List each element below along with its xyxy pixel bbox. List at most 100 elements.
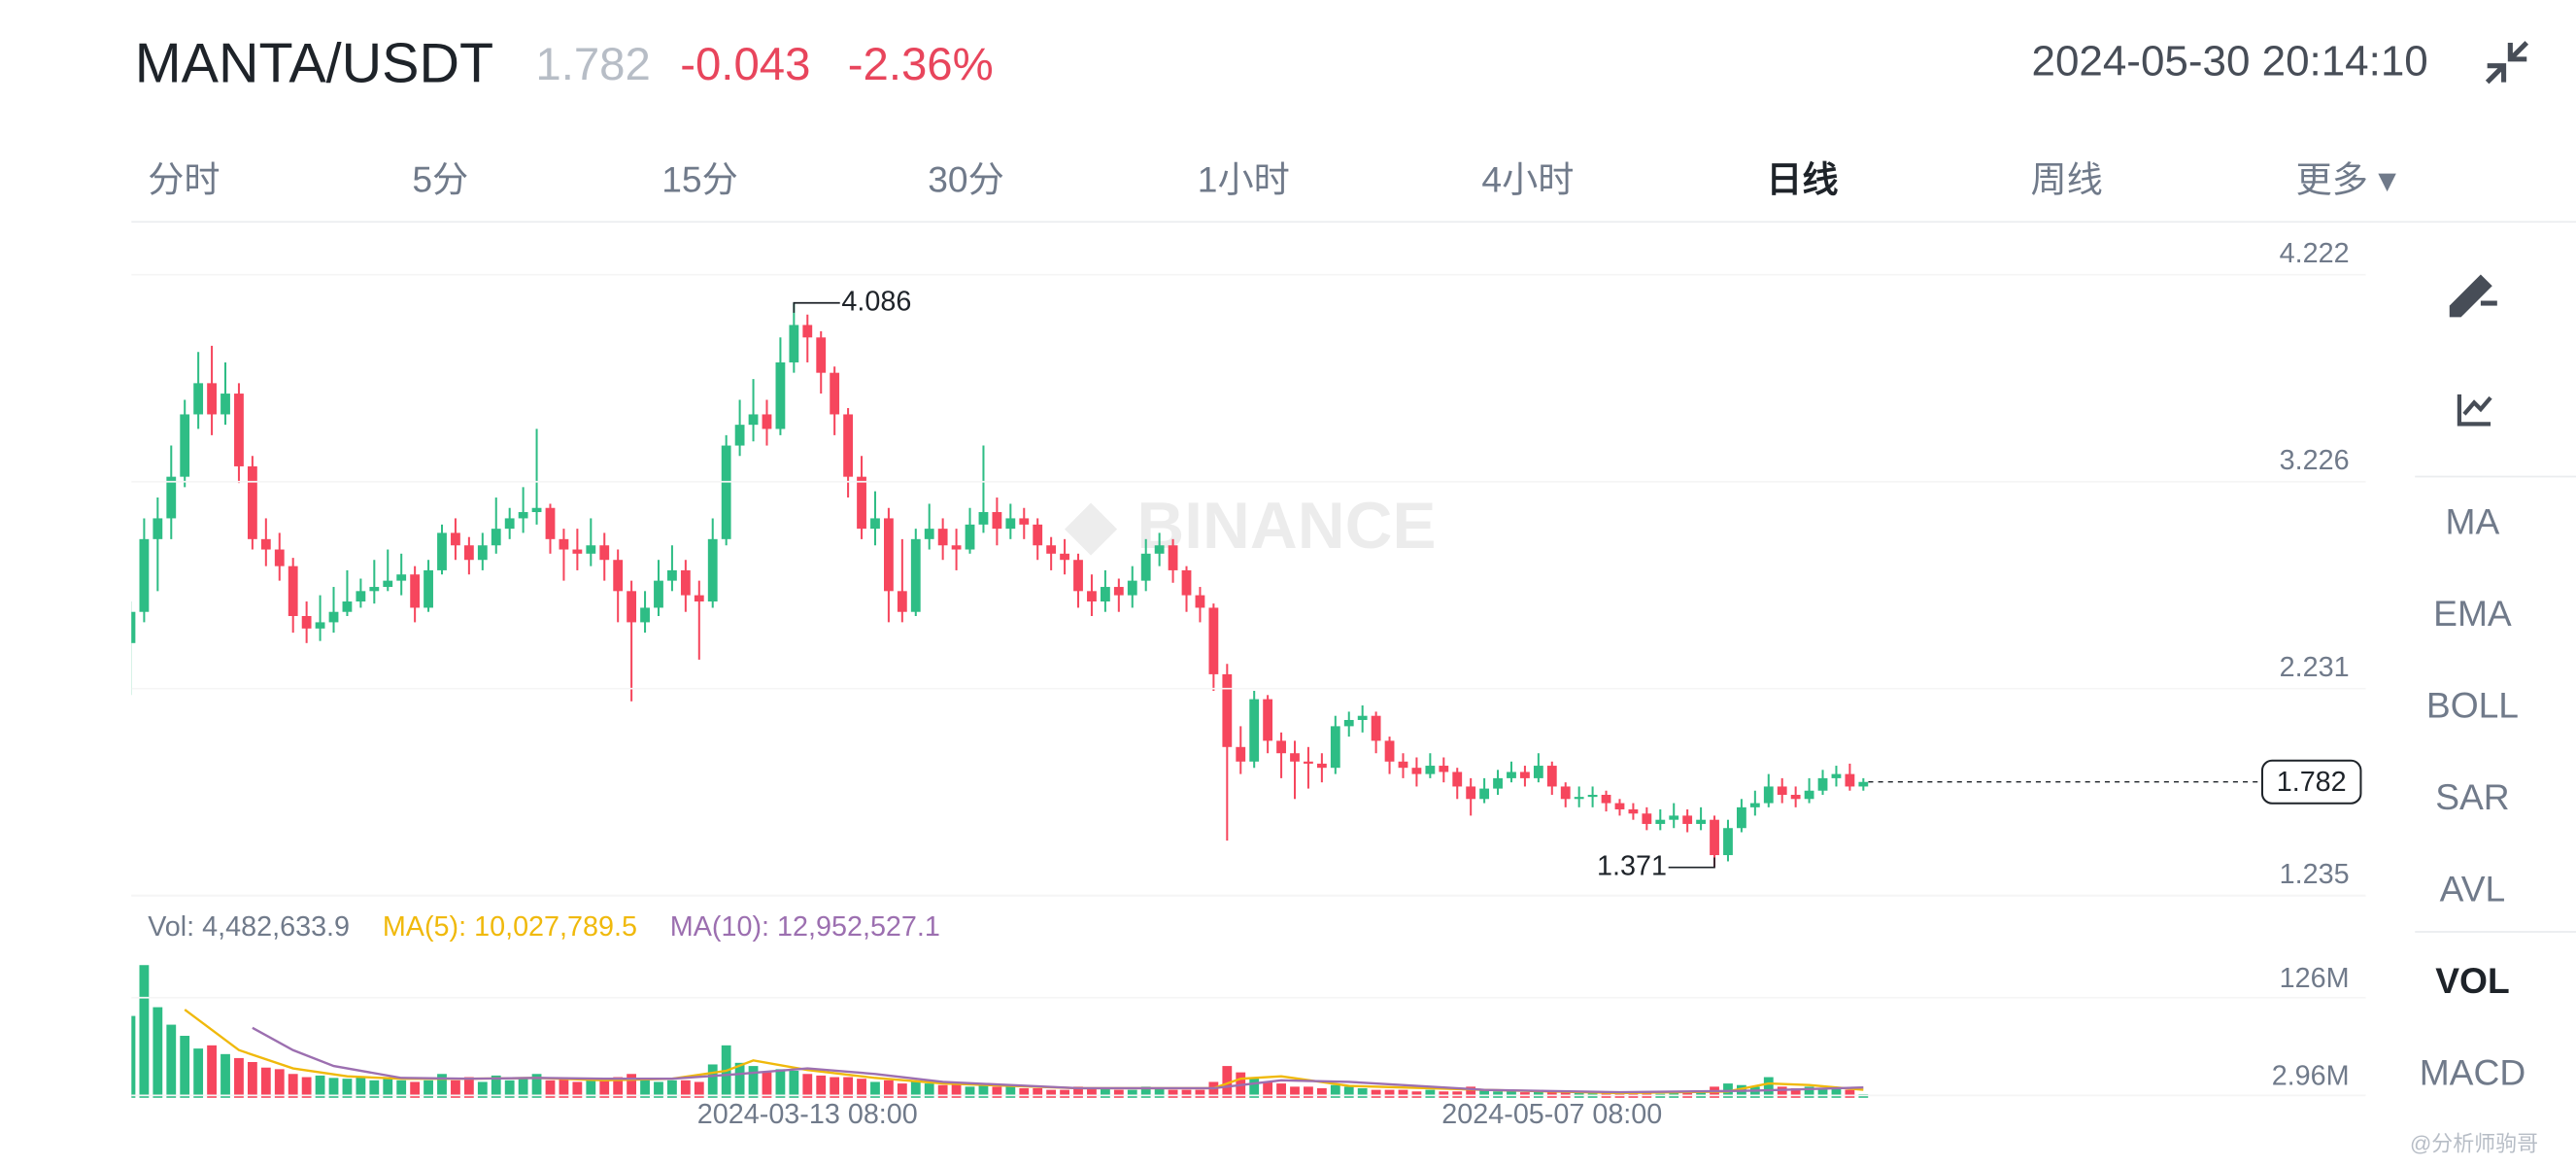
candle-body [1507, 772, 1516, 778]
volume-bar [1371, 1089, 1381, 1098]
candle-body [234, 394, 244, 466]
volume-bar [1304, 1086, 1313, 1098]
volume-bar [1560, 1091, 1571, 1098]
timeframe-tab[interactable]: 30分 [928, 159, 1004, 200]
volume-bar [978, 1084, 989, 1098]
indicator-tab[interactable]: AVL [2440, 869, 2506, 909]
candle-body [599, 545, 610, 561]
timeframe-tab[interactable]: 日线 [1766, 159, 1838, 200]
indicator-tab[interactable]: BOLL [2426, 684, 2519, 725]
timeframe-tab[interactable]: 4小时 [1481, 159, 1574, 200]
indicator-tool[interactable] [2457, 394, 2492, 427]
candle-body [1100, 587, 1110, 602]
volume-bar [1398, 1089, 1408, 1098]
candle-body [1587, 795, 1598, 798]
candle-body [1087, 591, 1097, 602]
candle-body [180, 414, 190, 477]
candle-body [1249, 699, 1260, 762]
volume-bar [396, 1080, 407, 1098]
candle-body [1398, 761, 1408, 769]
volume-bar [342, 1079, 353, 1098]
candle-body [1682, 815, 1693, 824]
volume-bar [802, 1074, 813, 1098]
volume-bar [1466, 1086, 1476, 1098]
candle-body [1439, 766, 1449, 772]
candle-body [748, 414, 759, 426]
timeframe-tab[interactable]: 1小时 [1198, 159, 1290, 200]
candle-body [884, 518, 894, 592]
volume-bar [1073, 1086, 1083, 1098]
candle-body [680, 569, 691, 596]
volume-bar [1493, 1091, 1503, 1098]
timeframe-tab[interactable]: 更多 ▾ [2296, 159, 2397, 200]
candle-body [342, 601, 353, 612]
volume-bar [789, 1071, 799, 1098]
collapse-button[interactable] [2485, 41, 2529, 85]
timeframe-tab[interactable]: 15分 [661, 159, 738, 200]
volume-bar [451, 1080, 460, 1098]
volume-bar [572, 1081, 583, 1098]
volume-bar [910, 1081, 921, 1098]
candle-body [1601, 795, 1611, 804]
volume-bar [166, 1024, 177, 1098]
timeframe-tab[interactable]: 周线 [2030, 159, 2102, 200]
candle-body [721, 445, 731, 539]
candle-body [1060, 553, 1069, 561]
volume-bar [937, 1084, 948, 1098]
volume-bar [369, 1080, 380, 1098]
candle-body [1357, 715, 1368, 720]
volume-bar [1100, 1087, 1110, 1098]
volume-bar [1168, 1089, 1178, 1098]
volume-bar [1181, 1089, 1192, 1098]
volume-bar [734, 1062, 745, 1098]
candle-body [937, 529, 948, 546]
candle-body [288, 566, 298, 616]
timeframe-tab[interactable]: 分时 [148, 159, 220, 200]
y-tick-label: 2.96M [2272, 1060, 2350, 1091]
candle-body [1236, 746, 1246, 762]
candle-body [1804, 790, 1814, 800]
volume-bar [884, 1080, 894, 1098]
indicator-tab[interactable]: EMA [2433, 593, 2512, 634]
candle-body [220, 394, 230, 415]
candle-body [1533, 766, 1543, 778]
volume-bar [410, 1081, 421, 1098]
candle-body [1790, 795, 1801, 800]
candle-body [437, 532, 447, 570]
candle-body [504, 518, 515, 530]
volume-bar [1357, 1087, 1368, 1098]
candle-body [1127, 580, 1137, 596]
volume-bar [667, 1080, 677, 1098]
candle-body [640, 607, 650, 623]
candle-body [274, 549, 285, 566]
indicator-tab[interactable]: SAR [2435, 776, 2509, 817]
volume-bar [193, 1048, 204, 1098]
volume-bar [748, 1066, 759, 1098]
indicator-tab[interactable]: VOL [2435, 960, 2509, 1001]
volume-bar [131, 1015, 136, 1098]
symbol: MANTA/USDT [135, 33, 493, 95]
candle-body [477, 545, 488, 561]
indicator-tab[interactable]: MACD [2420, 1052, 2526, 1093]
timeframe-tab[interactable]: 5分 [412, 159, 468, 200]
candle-body [1479, 788, 1490, 800]
x-tick-label: 2024-05-07 08:00 [1441, 1099, 1662, 1130]
volume-bar [707, 1064, 718, 1098]
candle-body [518, 512, 528, 519]
candle-body [1181, 569, 1192, 596]
draw-tool[interactable] [2449, 274, 2497, 318]
volume-bar [559, 1079, 569, 1098]
current-price-box [2260, 759, 2362, 805]
indicator-tab[interactable]: MA [2446, 500, 2500, 541]
volume-bar [1763, 1077, 1774, 1098]
volume-bar [1817, 1087, 1828, 1098]
last-price: 1.782 [535, 39, 650, 90]
volume-bar [897, 1083, 907, 1098]
volume-ma-line [184, 1009, 1864, 1095]
candle-body [1222, 673, 1233, 747]
volume-bar [315, 1075, 325, 1098]
volume-bar [1087, 1087, 1097, 1098]
candle-body [491, 529, 501, 546]
candle-body [463, 545, 474, 561]
